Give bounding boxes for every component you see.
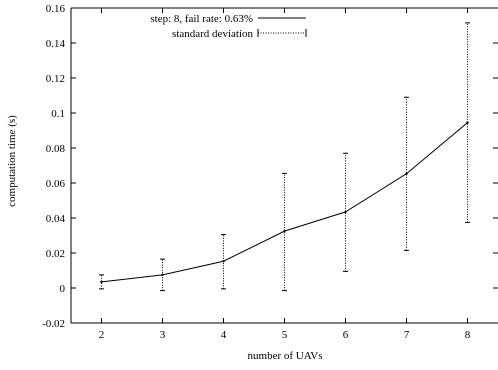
y-tick-label: 0.16 xyxy=(46,3,66,15)
y-tick-label: 0 xyxy=(60,283,66,295)
legend-label-std: standard deviation xyxy=(172,28,253,40)
y-tick-label: 0.08 xyxy=(46,143,66,155)
x-tick-label: 7 xyxy=(404,329,410,341)
x-tick-label: 5 xyxy=(282,329,288,341)
legend: step: 8, fail rate: 0.63% standard devia… xyxy=(150,13,307,40)
error-bars xyxy=(99,22,470,292)
data-point xyxy=(344,210,347,214)
y-axis-label: computation time (s) xyxy=(6,115,18,207)
data-series xyxy=(100,121,469,284)
legend-label-series: step: 8, fail rate: 0.63% xyxy=(150,13,253,25)
y-tick-label: 0.1 xyxy=(51,108,65,120)
data-point xyxy=(466,121,469,124)
data-point xyxy=(222,260,225,263)
y-tick-label: 0.06 xyxy=(46,178,66,190)
x-tick-label: 4 xyxy=(221,329,227,341)
axes: 2 3 4 5 6 7 8 -0.02 0 0.02 0.04 0.06 0.08 0.1 0.12 0.14… xyxy=(42,3,498,341)
data-point xyxy=(283,229,286,233)
y-tick-label: 0.04 xyxy=(46,213,66,225)
y-tick-label: 0.02 xyxy=(46,248,65,260)
data-point xyxy=(161,273,164,277)
y-tick-label: 0.12 xyxy=(46,73,65,85)
data-point xyxy=(100,280,103,284)
data-point xyxy=(405,172,408,175)
x-tick-label: 2 xyxy=(99,329,105,341)
y-tick-label: -0.02 xyxy=(42,318,65,330)
x-tick-label: 8 xyxy=(465,329,471,341)
x-axis-label: number of UAVs xyxy=(248,350,323,362)
y-tick-label: 0.14 xyxy=(46,38,66,50)
x-tick-label: 3 xyxy=(160,329,166,341)
x-tick-label: 6 xyxy=(343,329,349,341)
